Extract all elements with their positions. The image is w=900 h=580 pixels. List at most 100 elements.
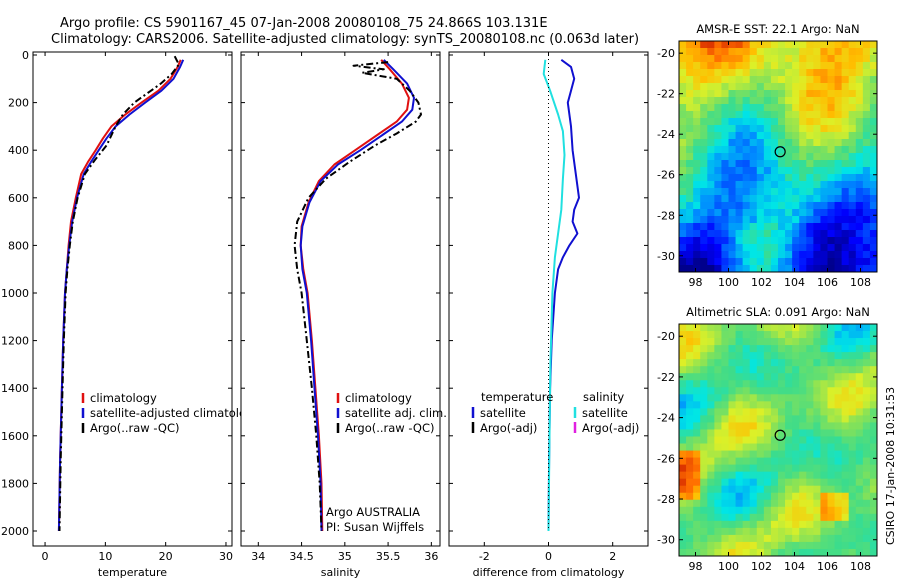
map-cell xyxy=(693,429,701,437)
map-cell xyxy=(806,548,814,557)
map-cell xyxy=(735,457,744,466)
y-tick-label: -20 xyxy=(657,47,675,60)
map-cell xyxy=(799,83,807,91)
map-cell xyxy=(770,513,779,522)
map-cell xyxy=(763,520,772,529)
map-cell xyxy=(693,387,701,395)
map-cell xyxy=(848,76,857,84)
map-cell xyxy=(714,429,722,437)
map-cell xyxy=(862,429,871,437)
map-cell xyxy=(827,223,835,231)
map-cell xyxy=(869,62,878,70)
map-cell xyxy=(792,181,800,189)
map-cell xyxy=(848,216,857,224)
map-cell xyxy=(735,429,744,437)
y-tick-label: 1200 xyxy=(1,335,29,348)
map-cell xyxy=(763,237,772,245)
map-cell xyxy=(848,338,857,346)
map-cell xyxy=(820,265,828,273)
map-cell xyxy=(869,139,878,147)
map-cell xyxy=(756,118,765,126)
map-cell xyxy=(721,90,729,98)
map-cell xyxy=(742,513,751,522)
map-cell xyxy=(862,244,871,252)
map-cell xyxy=(785,324,793,332)
map-cell xyxy=(686,527,694,536)
map-cell xyxy=(700,380,708,388)
map-cell xyxy=(742,146,751,154)
map-cell xyxy=(834,324,843,332)
map-cell xyxy=(855,415,864,423)
timestamp-stamp: CSIRO 17-Jan-2008 10:31:53 xyxy=(884,387,897,545)
map-cell xyxy=(869,132,878,140)
map-cell xyxy=(855,62,864,70)
map-cell xyxy=(714,146,722,154)
map-cell xyxy=(855,167,864,175)
map-cell xyxy=(778,408,786,416)
map-cell xyxy=(862,188,871,196)
map-cell xyxy=(686,55,694,63)
map-cell xyxy=(700,41,708,49)
map-cell xyxy=(707,457,715,466)
map-cell xyxy=(855,443,864,451)
map-cell xyxy=(792,324,800,332)
map-cell xyxy=(700,499,708,508)
map-cell xyxy=(686,209,694,217)
map-cell xyxy=(806,139,814,147)
map-cell xyxy=(820,359,828,367)
map-cell xyxy=(679,534,687,543)
map-cell xyxy=(770,534,779,543)
map-cell xyxy=(827,41,835,49)
map-cell xyxy=(679,527,687,536)
map-cell xyxy=(785,125,793,133)
map-cell xyxy=(679,464,687,473)
map-cell xyxy=(742,251,751,259)
map-cell xyxy=(862,527,871,536)
map-cell xyxy=(799,338,807,346)
map-cell xyxy=(869,251,878,259)
map-cell xyxy=(763,373,772,381)
map-cell xyxy=(799,244,807,252)
map-cell xyxy=(728,118,736,126)
map-cell xyxy=(792,499,800,508)
map-cell xyxy=(834,209,843,217)
map-cell xyxy=(735,324,744,332)
map-cell xyxy=(848,401,857,409)
map-cell xyxy=(707,548,715,557)
map-cell xyxy=(778,492,786,501)
map-cell xyxy=(686,146,694,154)
map-cell xyxy=(792,492,800,501)
x-tick-label: 0 xyxy=(42,550,49,563)
map-cell xyxy=(841,104,850,112)
map-cell xyxy=(714,69,722,77)
map-cell xyxy=(686,548,694,557)
map-cell xyxy=(806,90,814,98)
map-cell xyxy=(785,258,793,266)
map-cell xyxy=(763,338,772,346)
map-cell xyxy=(770,338,779,346)
map-cell xyxy=(834,41,843,49)
map-cell xyxy=(693,457,701,466)
map-cell xyxy=(721,345,729,353)
map-cell xyxy=(756,251,765,259)
map-cell xyxy=(714,548,722,557)
map-cell xyxy=(799,111,807,119)
map-cell xyxy=(770,146,779,154)
map-cell xyxy=(735,352,744,360)
map-cell xyxy=(714,251,722,259)
map-cell xyxy=(693,520,701,529)
map-cell xyxy=(778,534,786,543)
map-cell xyxy=(700,202,708,210)
map-cell xyxy=(841,380,850,388)
map-cell xyxy=(735,209,744,217)
map-cell xyxy=(679,111,687,119)
map-cell xyxy=(806,174,814,182)
legend-label: climatology xyxy=(90,391,157,405)
map-cell xyxy=(778,401,786,409)
map-cell xyxy=(813,394,821,402)
map-cell xyxy=(721,230,729,238)
map-cell xyxy=(841,492,850,501)
map-cell xyxy=(770,541,779,550)
map-cell xyxy=(749,513,758,522)
